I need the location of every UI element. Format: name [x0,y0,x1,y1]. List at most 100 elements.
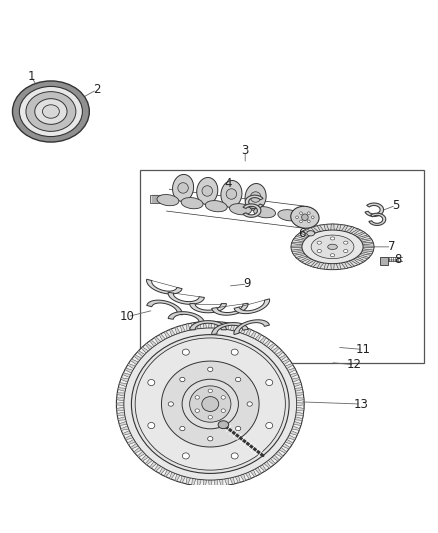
Polygon shape [346,260,354,267]
Polygon shape [212,322,248,335]
Ellipse shape [266,423,273,429]
Polygon shape [353,256,365,262]
Bar [150,195,167,203]
Ellipse shape [251,192,261,202]
Ellipse shape [343,249,348,253]
Polygon shape [350,259,360,265]
Polygon shape [192,479,196,486]
Polygon shape [198,479,201,486]
Polygon shape [245,472,251,479]
Text: 12: 12 [347,358,362,372]
Ellipse shape [182,379,238,429]
Ellipse shape [328,244,337,249]
Ellipse shape [311,235,354,259]
Polygon shape [331,263,334,270]
Ellipse shape [291,206,319,228]
Polygon shape [272,455,279,461]
Polygon shape [159,467,166,474]
Polygon shape [208,321,212,328]
Polygon shape [272,347,279,353]
Polygon shape [361,242,374,245]
FancyBboxPatch shape [380,257,388,265]
Ellipse shape [12,81,89,142]
Ellipse shape [300,220,302,223]
Ellipse shape [226,189,237,199]
Polygon shape [365,203,384,216]
Polygon shape [203,321,207,328]
Ellipse shape [307,212,310,214]
Polygon shape [288,435,296,440]
Polygon shape [225,479,229,486]
Ellipse shape [266,379,273,385]
Text: 1: 1 [28,70,35,83]
Polygon shape [234,320,269,335]
Polygon shape [145,458,152,465]
Ellipse shape [307,220,310,223]
Ellipse shape [291,224,374,270]
Polygon shape [225,323,229,330]
Polygon shape [292,426,300,430]
Polygon shape [214,321,217,328]
Ellipse shape [124,328,297,480]
Polygon shape [300,232,311,237]
Text: 10: 10 [120,310,135,323]
Ellipse shape [231,453,238,459]
Ellipse shape [182,349,189,355]
Polygon shape [341,262,348,269]
Polygon shape [260,337,266,343]
Ellipse shape [231,349,238,355]
Polygon shape [214,480,217,487]
Ellipse shape [26,92,76,131]
Polygon shape [359,238,372,243]
Polygon shape [164,331,170,338]
Polygon shape [164,470,170,477]
Polygon shape [118,387,126,391]
Polygon shape [311,260,320,267]
Polygon shape [293,422,301,425]
Polygon shape [297,407,304,410]
Ellipse shape [221,181,242,207]
Ellipse shape [173,174,194,201]
Polygon shape [279,447,287,453]
Polygon shape [276,451,283,457]
Polygon shape [208,480,212,487]
Polygon shape [346,227,354,233]
Ellipse shape [202,397,219,411]
Text: 13: 13 [353,398,368,410]
Ellipse shape [330,254,335,257]
Ellipse shape [35,99,67,124]
Polygon shape [123,373,131,377]
Polygon shape [170,472,175,479]
Polygon shape [245,195,263,208]
Ellipse shape [245,183,266,211]
Ellipse shape [208,416,212,419]
Polygon shape [117,412,125,415]
Polygon shape [251,470,256,477]
Polygon shape [288,368,296,373]
Ellipse shape [236,426,241,431]
Polygon shape [295,387,303,391]
Polygon shape [361,246,374,248]
Ellipse shape [302,214,308,221]
Polygon shape [290,373,298,377]
Text: 2: 2 [93,83,100,96]
Polygon shape [353,232,365,237]
Polygon shape [240,327,246,334]
Polygon shape [190,321,226,330]
Ellipse shape [197,177,218,205]
Polygon shape [293,238,306,243]
Polygon shape [186,324,191,331]
Polygon shape [357,254,369,259]
Polygon shape [138,451,145,457]
Polygon shape [180,476,185,483]
Ellipse shape [218,421,229,429]
Ellipse shape [195,395,199,399]
Polygon shape [134,447,141,453]
Polygon shape [203,480,207,487]
Polygon shape [230,477,234,484]
Polygon shape [291,249,304,252]
Polygon shape [293,252,306,255]
Polygon shape [255,334,261,341]
Polygon shape [285,364,293,369]
Polygon shape [235,325,240,332]
